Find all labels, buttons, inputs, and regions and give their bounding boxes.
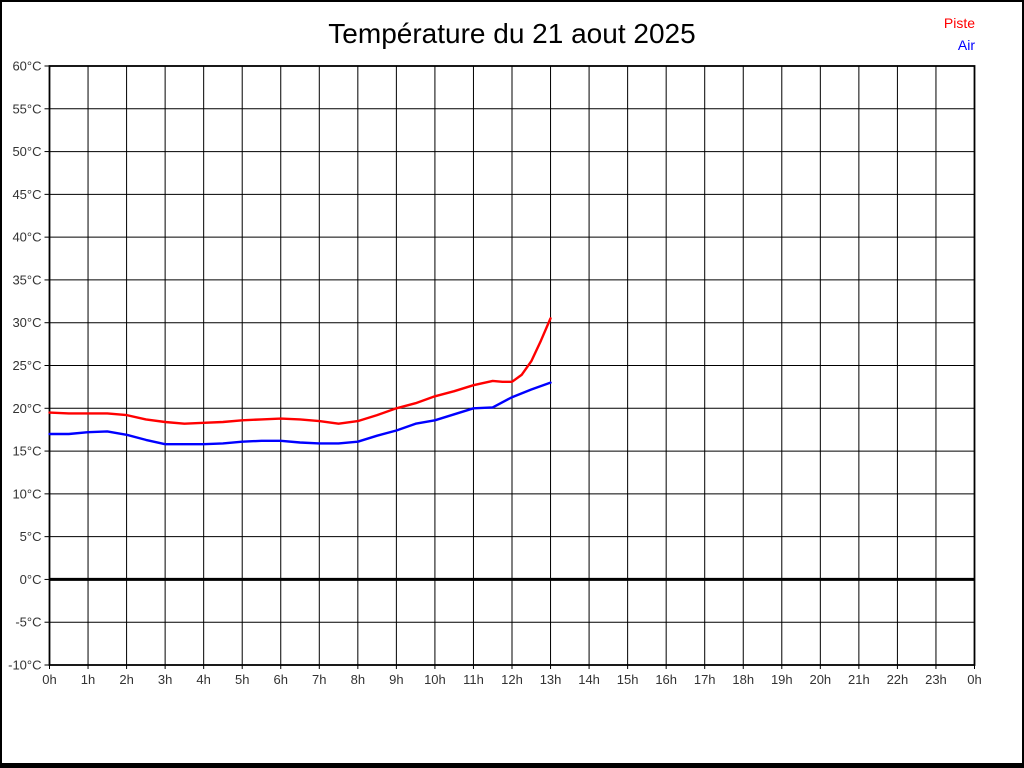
y-axis-tick-label: 10°C	[12, 486, 41, 501]
y-axis-tick-label: 5°C	[20, 529, 42, 544]
x-axis-tick-label: 22h	[887, 672, 909, 687]
x-axis-tick-label: 11h	[463, 672, 484, 687]
x-axis-tick-label: 4h	[196, 672, 210, 687]
x-axis-tick-label: 9h	[389, 672, 403, 687]
x-axis-tick-label: 19h	[771, 672, 793, 687]
chart-legend: Piste Air	[944, 12, 975, 56]
x-axis-tick-label: 3h	[158, 672, 172, 687]
x-axis-tick-label: 0h	[967, 672, 981, 687]
y-axis-tick-label: 20°C	[12, 401, 41, 416]
y-axis-tick-label: 40°C	[12, 230, 41, 245]
x-axis-tick-label: 15h	[617, 672, 639, 687]
y-axis-tick-label: 50°C	[12, 144, 41, 159]
y-axis-tick-label: -10°C	[8, 658, 41, 673]
x-axis-tick-label: 20h	[809, 672, 831, 687]
x-axis-tick-label: 17h	[694, 672, 716, 687]
y-axis-tick-label: 60°C	[12, 59, 41, 74]
x-axis-tick-label: 6h	[274, 672, 288, 687]
x-axis-tick-label: 0h	[42, 672, 56, 687]
x-axis-tick-label: 2h	[119, 672, 133, 687]
x-axis-tick-label: 23h	[925, 672, 947, 687]
x-axis-tick-label: 16h	[655, 672, 677, 687]
x-axis-tick-label: 1h	[81, 672, 95, 687]
y-axis-tick-label: 35°C	[12, 272, 41, 287]
x-axis-tick-label: 14h	[578, 672, 600, 687]
x-axis-tick-label: 8h	[351, 672, 365, 687]
series-line-piste	[48, 317, 552, 425]
x-axis-tick-label: 13h	[540, 672, 562, 687]
x-axis-tick-label: 5h	[235, 672, 249, 687]
y-axis-tick-label: -5°C	[15, 615, 41, 630]
x-axis-tick-label: 12h	[501, 672, 523, 687]
y-axis-tick-label: 45°C	[12, 187, 41, 202]
x-axis-tick-label: 7h	[312, 672, 326, 687]
y-axis-tick-label: 30°C	[12, 315, 41, 330]
x-axis-tick-label: 21h	[848, 672, 870, 687]
x-axis-tick-label: 18h	[732, 672, 754, 687]
legend-air-label: Air	[957, 37, 975, 53]
y-axis-tick-label: 15°C	[12, 444, 41, 459]
chart-title: Température du 21 aout 2025	[328, 18, 696, 49]
y-axis-tick-label: 0°C	[20, 572, 42, 587]
x-axis-tick-label: 10h	[424, 672, 446, 687]
y-axis-tick-label: 55°C	[12, 101, 41, 116]
y-axis-tick-label: 25°C	[12, 358, 41, 373]
series-line-air	[48, 381, 552, 446]
legend-piste-label: Piste	[943, 15, 975, 31]
